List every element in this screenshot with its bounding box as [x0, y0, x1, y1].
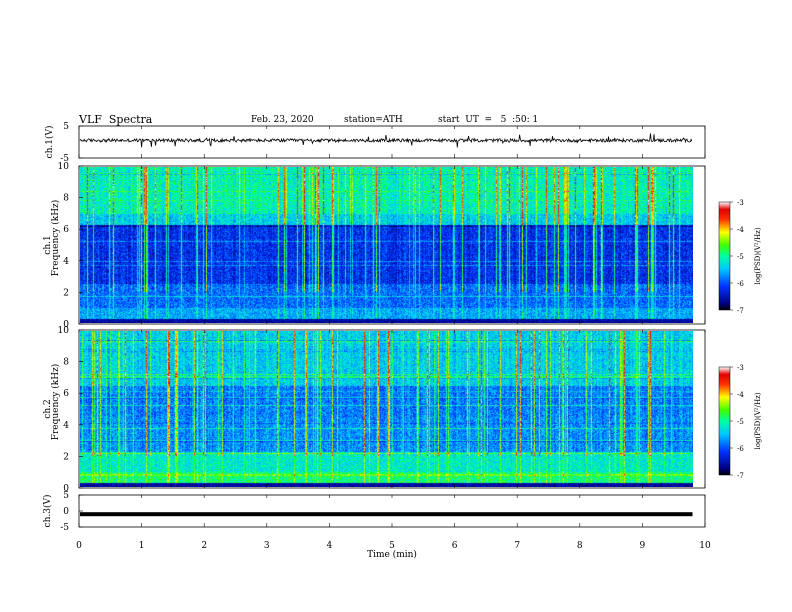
xtick-label-10: 10	[699, 541, 711, 551]
ch1-colorbar	[718, 201, 731, 311]
ch2-colorbar-label: log(PSD)(V²/Hz)	[754, 392, 762, 449]
ch3-waveform-line	[80, 512, 693, 517]
ch1-freq-ylabel: Frequency (kHz)	[50, 200, 61, 277]
xtick-label-2: 2	[201, 541, 207, 551]
ch1-ytick-0: 5	[63, 122, 69, 132]
ch3-ytick-1: 0	[63, 507, 69, 517]
ch1-freq-ytick-0: 0	[63, 320, 69, 330]
ch1-freq-ytick-1: 2	[63, 288, 69, 298]
xtick-label-6: 6	[452, 541, 458, 551]
ch1-waveform-line	[79, 133, 693, 148]
ch2-colorbar-tick-3: -6	[737, 445, 744, 453]
ch1-freq-tick-labels: 0 2 4 6 8 10	[58, 162, 83, 330]
xtick-label-4: 4	[327, 541, 333, 551]
xtick-label-0: 0	[76, 541, 82, 551]
ch1-colorbar-tick-2: -5	[737, 253, 744, 261]
ch1-freq-ytick-2: 4	[63, 257, 69, 267]
ch2-freq-ytick-2: 4	[63, 421, 69, 431]
ch2-channel-label: ch.2	[43, 399, 53, 418]
ch3-ytick-0: 5	[63, 491, 69, 501]
time-axis-ticks: 0 1 2 3 4 5 6 7 8 9 10	[76, 126, 711, 551]
start-ut-label: start UT = 5 :50: 1	[438, 115, 539, 125]
xtick-label-8: 8	[577, 541, 583, 551]
ch2-colorbar-tick-1: -4	[737, 391, 744, 399]
ch2-spectrogram-image	[80, 331, 693, 487]
ch1-channel-label: ch.1	[43, 235, 53, 254]
ch2-freq-ytick-1: 2	[63, 452, 69, 462]
ch2-colorbar	[718, 366, 731, 476]
ch2-freq-ytick-3: 6	[63, 389, 69, 399]
ch1-ytick-labels: 5 -5	[60, 122, 83, 164]
ch3-ytick-labels: 5 0 -5	[60, 491, 83, 533]
ch2-freq-ylabel: Frequency (kHz)	[50, 364, 61, 441]
ch2-freq-ytick-4: 8	[63, 358, 69, 368]
ch2-freq-tick-labels: 0 2 4 6 8 10	[58, 326, 83, 494]
ch2-colorbar-tick-2: -5	[737, 418, 744, 426]
ch3-waveform-ylabel: ch.3(V)	[42, 495, 53, 528]
ch1-ytick-1: -5	[60, 154, 69, 164]
ch2-colorbar-ticks: -3 -4 -5 -6 -7	[730, 364, 744, 480]
ch1-freq-ytick-4: 8	[63, 194, 69, 204]
figure-title: VLF Spectra	[79, 113, 153, 126]
xtick-label-1: 1	[139, 541, 145, 551]
ch1-colorbar-tick-0: -3	[737, 199, 744, 207]
ch1-colorbar-label: log(PSD)(V²/Hz)	[754, 227, 762, 284]
time-axis-label: Time (min)	[367, 549, 417, 560]
ch2-freq-ytick-5: 10	[58, 326, 70, 336]
station-label: station=ATH	[344, 115, 403, 125]
ch3-waveform-frame	[78, 494, 706, 528]
ch1-spectrogram-image	[80, 167, 693, 323]
ch1-waveform-ylabel: ch.1(V)	[44, 126, 55, 159]
ch1-colorbar-tick-4: -7	[737, 307, 744, 315]
ch1-waveform-frame	[78, 125, 706, 159]
ch1-freq-ytick-3: 6	[63, 225, 69, 235]
ch1-colorbar-tick-1: -4	[737, 226, 744, 234]
xtick-label-7: 7	[514, 541, 520, 551]
ch2-colorbar-tick-0: -3	[737, 364, 744, 372]
ch2-freq-ytick-0: 0	[63, 484, 69, 494]
date-label: Feb. 23, 2020	[251, 115, 314, 125]
xtick-label-5: 5	[389, 541, 395, 551]
ch1-freq-ytick-5: 10	[58, 162, 70, 172]
ch3-ytick-2: -5	[60, 523, 69, 533]
ch2-colorbar-tick-4: -7	[737, 472, 744, 480]
xtick-label-3: 3	[264, 541, 270, 551]
ch1-colorbar-ticks: -3 -4 -5 -6 -7	[730, 199, 744, 315]
xtick-label-9: 9	[640, 541, 646, 551]
ch1-colorbar-tick-3: -6	[737, 280, 744, 288]
